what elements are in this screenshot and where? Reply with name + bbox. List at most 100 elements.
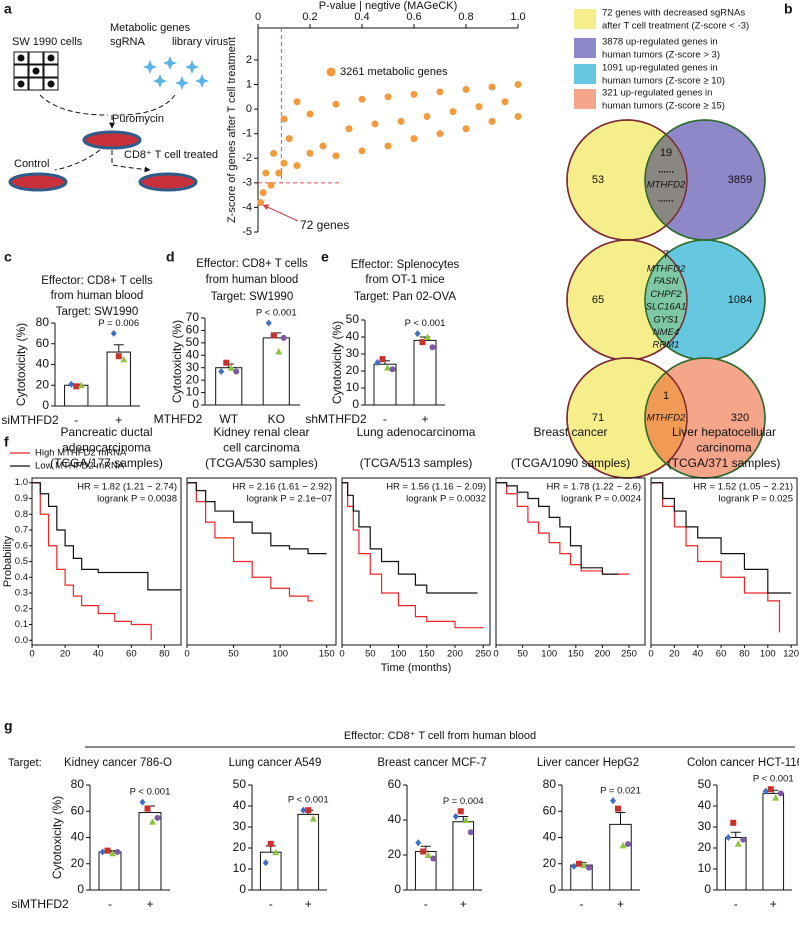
- y-tick-label: 1: [246, 78, 252, 90]
- y-tick-label: 0.3: [15, 588, 28, 599]
- annotation: HR = 1.78 (1.22 − 2.6): [546, 482, 641, 493]
- x-tick-label: 80: [159, 649, 170, 660]
- legend-swatch: [574, 64, 596, 84]
- x-axis-title: Time (months): [381, 662, 452, 674]
- y-tick-label: -2: [242, 152, 252, 164]
- x-tick-label: 0: [184, 649, 189, 660]
- scatter-point: [275, 169, 283, 177]
- x-tick-label: -: [580, 897, 584, 911]
- legend-text: 72 genes with decreased sgRNAs: [602, 8, 745, 19]
- x-tick-label: +: [305, 897, 312, 911]
- chart-title: Pancreatic ductal: [60, 425, 152, 439]
- p-value: P < 0.001: [405, 318, 446, 329]
- data-dot: [777, 790, 784, 797]
- chart-title: carcinoma: [696, 441, 752, 455]
- chart-title: (TCGA/1090 samples): [511, 456, 630, 470]
- scatter-point: [332, 100, 340, 108]
- survival-curve: [342, 482, 478, 594]
- venn-below: ......: [658, 194, 674, 205]
- venn-right-count: 3859: [728, 174, 752, 186]
- data-dot: [110, 329, 117, 337]
- y-tick-label: 50: [698, 777, 712, 791]
- scatter-point: [293, 98, 301, 106]
- y-tick-label: 60: [71, 803, 85, 817]
- data-dot: [415, 839, 422, 847]
- cells-label: SW 1990 cells: [12, 36, 83, 48]
- chart-title: Target: Pan 02-OVA: [354, 291, 456, 303]
- data-dot: [615, 805, 621, 812]
- bar: [98, 851, 122, 891]
- scatter-point: [462, 125, 470, 133]
- data-dot: [270, 332, 277, 339]
- y-tick-label: -1: [242, 128, 252, 140]
- x-tick-label: -: [269, 897, 273, 911]
- data-dot: [571, 862, 577, 870]
- scatter-point: [270, 149, 278, 157]
- chart-title: from human blood: [51, 290, 144, 302]
- y-tick-label: 10: [233, 861, 247, 875]
- x-axis-title: MTHFD2: [154, 412, 203, 426]
- venn-left-count: 65: [592, 294, 604, 306]
- panel-label: a: [4, 1, 12, 17]
- x-tick-label: +: [146, 897, 153, 911]
- data-dot: [73, 383, 80, 390]
- annotation: HR = 1.82 (1.21 − 2.74): [77, 482, 177, 493]
- x-tick-label: 50: [228, 649, 239, 660]
- x-tick-label: 40: [93, 649, 104, 660]
- x-tick-label: 250: [621, 649, 637, 660]
- legend-text: human tumors (Z-score > 3): [602, 50, 720, 61]
- chart-title: Effector: CD8+ T cells: [41, 275, 153, 287]
- data-dot: [109, 849, 116, 857]
- y-tick-label: 0.9: [15, 493, 28, 504]
- venn-highlight: MTHFD2: [647, 180, 686, 191]
- x-axis-title: shMTHFD2: [305, 412, 367, 426]
- legend-text: 3878 up-regulated genes in: [602, 37, 718, 48]
- scatter-point: [384, 93, 392, 101]
- scatter-point: [514, 81, 522, 89]
- scatter-point: [267, 181, 275, 189]
- venn-right-count: 1084: [728, 294, 752, 306]
- data-dot: [68, 380, 75, 388]
- x-tick-label: 40: [692, 649, 703, 660]
- legend-label: Low MTHFD2 mRNA: [35, 461, 125, 472]
- data-dot: [389, 366, 396, 373]
- scatter-point: [410, 90, 418, 98]
- venn-overlap: [645, 240, 687, 360]
- x-axis-title: siMTHFD2: [11, 897, 69, 911]
- y-tick-label: 60: [36, 336, 50, 350]
- y-tick-label: 0: [246, 103, 252, 115]
- data-dot: [384, 364, 391, 371]
- x-tick-label: +: [617, 897, 624, 911]
- survival-curve: [32, 482, 181, 591]
- data-dot: [280, 334, 287, 341]
- chart-title: (TCGA/371 samples): [668, 456, 781, 470]
- chart-title: Liver hepatocellular: [672, 425, 776, 439]
- x-tick-label: 0.8: [458, 11, 473, 23]
- chart-title: Kidney cancer 786-O: [64, 757, 172, 769]
- data-dot: [154, 814, 161, 821]
- data-dot: [414, 330, 421, 338]
- data-dot: [610, 797, 616, 805]
- data-dot: [457, 808, 464, 815]
- control-label: Control: [14, 158, 49, 170]
- bar: [259, 851, 282, 891]
- scatter-point: [293, 162, 301, 170]
- data-dot: [730, 819, 737, 826]
- legend-swatch: [574, 9, 596, 29]
- venn-below: RRM1: [653, 340, 680, 351]
- annotation-arrow: [262, 204, 299, 222]
- x-tick-label: 20: [669, 649, 680, 660]
- annotation: logrank P = 0.0038: [97, 494, 177, 505]
- y-tick-label: 0: [704, 882, 711, 896]
- scatter-point: [436, 130, 444, 138]
- data-dot: [767, 786, 774, 793]
- p-value: P = 0.006: [98, 318, 139, 329]
- annotation: HR = 1.52 (1.05 − 2.21): [693, 482, 793, 493]
- y-tick-label: 0: [549, 882, 556, 896]
- data-dot: [305, 807, 312, 814]
- bar: [106, 351, 131, 407]
- y-tick-label: 40: [698, 798, 712, 812]
- panel-label: b: [784, 1, 793, 17]
- venn-below: SLC16A1: [646, 302, 687, 313]
- plot-frame: [186, 477, 337, 646]
